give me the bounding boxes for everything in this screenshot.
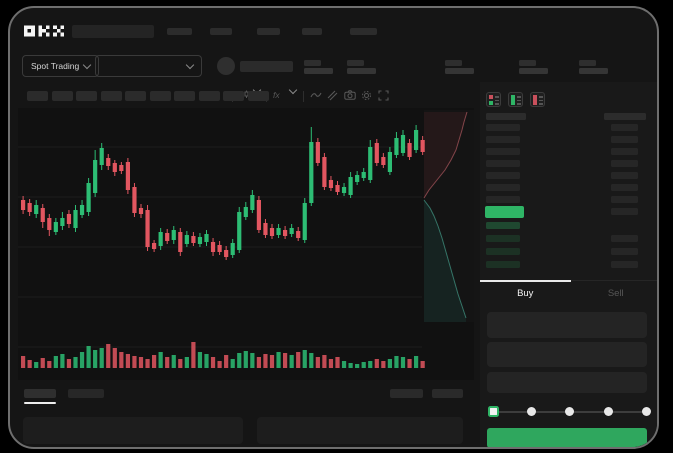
stat-label-placeholder	[304, 60, 321, 66]
order-input-1[interactable]	[487, 342, 647, 367]
timeframe-button[interactable]	[223, 91, 244, 101]
bottom-content-panel-0	[23, 417, 243, 444]
indicators-chevron-icon[interactable]	[288, 85, 298, 95]
nav-item-placeholder[interactable]	[210, 28, 232, 35]
stat-label-placeholder	[347, 60, 364, 66]
candlestick-chart[interactable]	[18, 108, 474, 380]
order-input-0[interactable]	[487, 312, 647, 338]
bid-price-placeholder[interactable]	[486, 261, 520, 268]
timeframe-button[interactable]	[198, 91, 220, 101]
nav-item-placeholder[interactable]	[302, 28, 322, 35]
app-window: Spot Trading fx	[8, 6, 659, 449]
stat-value-placeholder	[519, 68, 548, 74]
tab-sell[interactable]: Sell	[607, 288, 624, 299]
timeframe-button[interactable]	[76, 91, 97, 101]
ask-price-placeholder[interactable]	[486, 184, 520, 191]
ask-amount-placeholder[interactable]	[611, 196, 638, 203]
timeframe-button[interactable]	[27, 91, 48, 101]
nav-item-placeholder[interactable]	[350, 28, 377, 35]
coin-avatar	[217, 57, 235, 75]
camera-icon[interactable]	[344, 90, 356, 100]
nav-item-placeholder[interactable]	[257, 28, 280, 35]
timeframe-button[interactable]	[100, 91, 122, 101]
stat-value-placeholder	[347, 68, 376, 74]
book-header-amount[interactable]	[604, 113, 646, 120]
active-tab-underline	[24, 402, 56, 404]
bid-price-placeholder[interactable]	[486, 235, 520, 242]
ask-amount-placeholder[interactable]	[611, 136, 638, 143]
stat-label-placeholder	[519, 60, 536, 66]
timeframe-button[interactable]	[125, 91, 146, 101]
ask-price-placeholder[interactable]	[486, 124, 520, 131]
price-amount-placeholder[interactable]	[611, 208, 638, 215]
bid-amount-placeholder[interactable]	[611, 248, 638, 255]
bottom-tab-1[interactable]	[68, 389, 104, 398]
market-type-label: Spot Trading	[31, 61, 80, 71]
bid-price-placeholder[interactable]	[486, 248, 520, 255]
ask-price-placeholder[interactable]	[486, 160, 520, 167]
slider-stop-2[interactable]	[565, 407, 574, 416]
bottom-tab-0[interactable]	[24, 389, 56, 398]
book-bids-only-icon[interactable]	[508, 92, 523, 107]
coin-name-placeholder	[240, 61, 293, 72]
pair-selector-dropdown[interactable]	[95, 55, 202, 77]
ask-price-placeholder[interactable]	[486, 196, 520, 203]
book-combined-icon[interactable]	[486, 92, 501, 107]
bid-price-placeholder[interactable]	[486, 222, 520, 229]
toolbar-divider	[303, 91, 304, 102]
chevron-down-icon	[185, 60, 195, 69]
timeframe-button[interactable]	[149, 91, 171, 101]
stat-value-placeholder	[304, 68, 333, 74]
ask-amount-placeholder[interactable]	[611, 160, 638, 167]
ask-amount-placeholder[interactable]	[611, 148, 638, 155]
last-price-highlight[interactable]	[485, 206, 524, 218]
draw-tool-icon[interactable]	[327, 90, 338, 101]
slider-stop-1[interactable]	[526, 407, 536, 416]
timeframe-button[interactable]	[51, 91, 73, 101]
chevron-down-icon	[82, 60, 92, 69]
slider-stop-4[interactable]	[642, 407, 651, 416]
indicators-icon[interactable]: fx	[273, 90, 280, 100]
ask-price-placeholder[interactable]	[486, 172, 520, 179]
order-input-2[interactable]	[487, 372, 647, 393]
ask-amount-placeholder[interactable]	[611, 172, 638, 179]
ask-price-placeholder[interactable]	[486, 136, 520, 143]
pair-title-placeholder	[72, 25, 154, 38]
slider-stop-3[interactable]	[603, 407, 613, 416]
bottom-action-placeholder[interactable]	[432, 389, 463, 398]
timeframe-button[interactable]	[174, 91, 195, 101]
bid-amount-placeholder[interactable]	[611, 235, 638, 242]
ask-amount-placeholder[interactable]	[611, 184, 638, 191]
trend-line-icon[interactable]	[310, 90, 322, 100]
nav-item-placeholder[interactable]	[167, 28, 192, 35]
settings-gear-icon[interactable]	[361, 90, 372, 101]
ask-amount-placeholder[interactable]	[611, 124, 638, 131]
book-header-price[interactable]	[486, 113, 526, 120]
orderbook-panel: Buy Sell	[480, 82, 657, 447]
stat-label-placeholder	[445, 60, 462, 66]
slider-stop-0[interactable]	[488, 406, 499, 417]
bottom-content-panel-1	[257, 417, 463, 444]
stat-value-placeholder	[579, 68, 608, 74]
book-asks-only-icon[interactable]	[530, 92, 545, 107]
fullscreen-icon[interactable]	[378, 90, 389, 101]
stat-label-placeholder	[579, 60, 596, 66]
timeframe-button[interactable]	[247, 91, 269, 101]
stat-value-placeholder	[445, 68, 474, 74]
buy-submit-button[interactable]	[487, 428, 647, 447]
market-type-selector[interactable]: Spot Trading	[22, 55, 100, 77]
bottom-action-placeholder[interactable]	[390, 389, 423, 398]
okx-logo	[24, 25, 64, 37]
order-side-tabs: Buy Sell	[480, 280, 657, 306]
bid-amount-placeholder[interactable]	[611, 261, 638, 268]
tab-buy[interactable]: Buy	[480, 280, 571, 306]
ask-price-placeholder[interactable]	[486, 148, 520, 155]
